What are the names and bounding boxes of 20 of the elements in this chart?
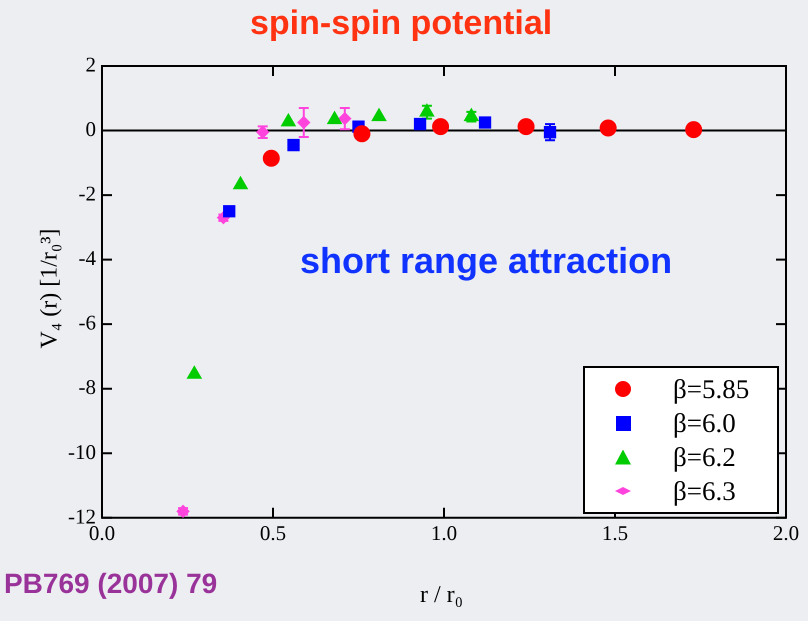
y-tick-label: -4 xyxy=(78,246,96,270)
y-tick-label: 2 xyxy=(85,52,96,77)
legend-label: β=5.85 xyxy=(673,374,750,404)
legend-label: β=6.0 xyxy=(673,408,736,438)
y-axis-title: V₄ (r) [1/r₀³] xyxy=(36,228,64,350)
chart-title: spin-spin potential xyxy=(250,4,552,43)
y-tick-label: -6 xyxy=(78,310,96,335)
x-tick-label: 1.0 xyxy=(430,520,458,545)
x-tick-label: 0.5 xyxy=(260,520,286,545)
text: PB769 (2007) 79 xyxy=(4,568,218,600)
y-tick-label: -10 xyxy=(68,440,96,464)
y-tick-label: 0 xyxy=(85,117,96,142)
y-tick-label: -2 xyxy=(78,182,96,206)
x-tick-label: 2.0 xyxy=(772,520,800,545)
annotation: short range attraction xyxy=(300,240,672,282)
x-axis-title: r / r₀ xyxy=(420,582,464,609)
x-tick-label: 1.5 xyxy=(602,520,628,545)
legend-label: β=6.2 xyxy=(673,442,736,472)
legend-label: β=6.3 xyxy=(673,476,736,506)
y-tick-label: -8 xyxy=(78,375,96,400)
